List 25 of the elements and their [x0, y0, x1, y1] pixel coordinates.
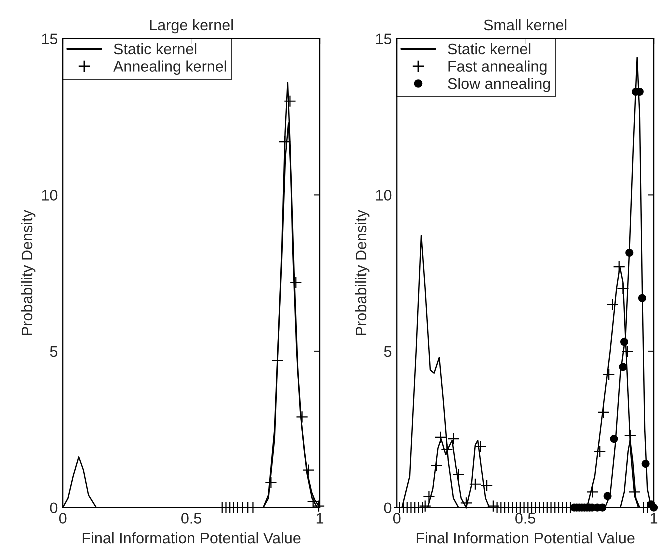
y-axis-title: Probability Density [355, 210, 370, 336]
legend-label: Fast annealing [448, 60, 547, 75]
y-tick-label: 0 [384, 502, 392, 514]
x-tick-label: 0 [393, 513, 401, 524]
x-tick-label: 0.5 [516, 513, 536, 524]
y-tick-label: 15 [42, 34, 58, 45]
y-tick-label: 5 [50, 346, 58, 358]
y-tick-label: 5 [384, 346, 392, 358]
chart-title: Small kernel [484, 19, 567, 31]
legend-label: Static kernel [448, 43, 531, 55]
x-tick-label: 1 [316, 513, 324, 524]
x-tick-label: 1 [650, 513, 658, 524]
x-tick-label: 0 [59, 513, 67, 524]
x-tick-label: 0.5 [182, 513, 202, 524]
y-tick-label: 10 [42, 190, 58, 201]
y-axis-title: Probability Density [21, 210, 36, 336]
y-tick-label: 0 [50, 502, 58, 514]
x-axis-title: Final Information Potential Value [416, 532, 635, 544]
chart-title: Large kernel [150, 19, 233, 34]
legend-label: Slow annealing [448, 78, 550, 92]
legend-label: Annealing kernel [114, 60, 226, 75]
legend-label: Static kernel [114, 43, 197, 55]
y-tick-label: 15 [376, 34, 392, 45]
x-axis-title: Final Information Potential Value [82, 532, 301, 544]
y-tick-label: 10 [376, 190, 392, 201]
